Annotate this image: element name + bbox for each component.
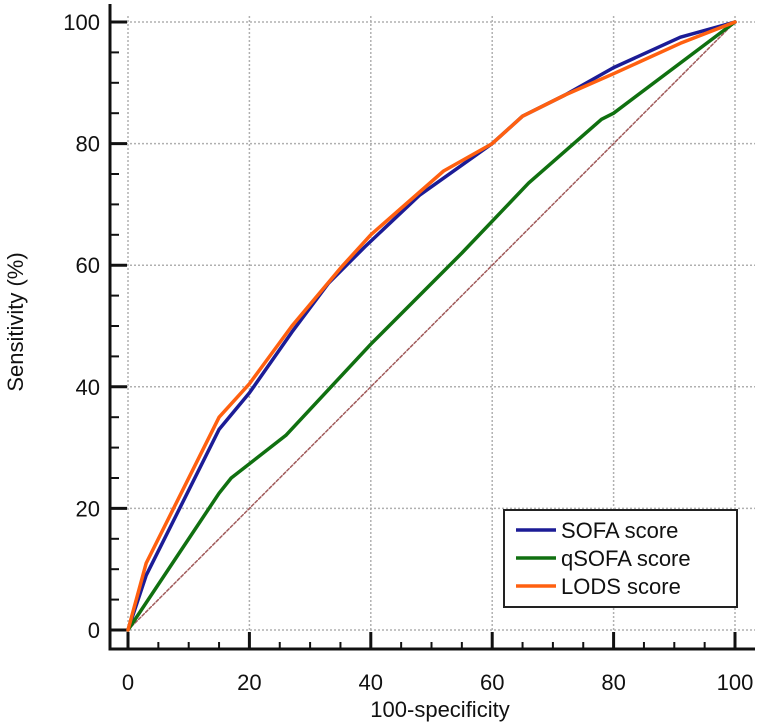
y-tick-label: 100 [63,10,100,35]
legend-label: SOFA score [561,518,678,543]
x-axis-title: 100-specificity [370,697,509,722]
series-sofa-score [126,20,737,632]
y-tick-label: 40 [76,375,100,400]
x-tick-label: 0 [122,670,134,695]
y-tick-label: 60 [76,253,100,278]
grid-lines [110,16,755,649]
y-tick-label: 80 [76,132,100,157]
x-tick-label: 100 [717,670,754,695]
x-tick-label: 40 [359,670,383,695]
series-lines [126,20,737,632]
y-tick-label: 20 [76,496,100,521]
legend-label: LODS score [561,574,681,599]
x-tick-label: 60 [480,670,504,695]
legend: SOFA score qSOFA score LODS score [503,509,738,608]
legend-label: qSOFA score [561,546,691,571]
x-tick-label: 20 [237,670,261,695]
y-axis-title: Sensitivity (%) [3,252,28,391]
series-reference [127,21,736,631]
series-lods-score [126,20,737,632]
axes: 0 20 40 60 80 100 0 20 40 60 80 100 [63,4,755,695]
y-tick-label: 0 [88,618,100,643]
series-qsofa-score [126,20,737,632]
x-tick-label: 80 [601,670,625,695]
